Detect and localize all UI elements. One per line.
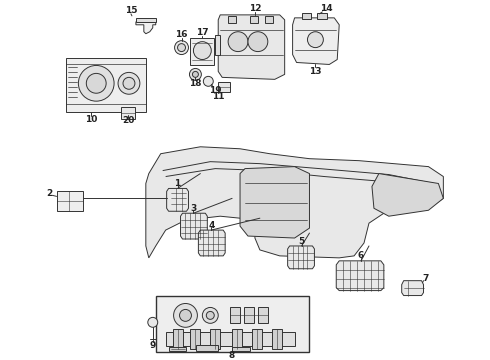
Polygon shape	[372, 174, 443, 216]
Bar	[156, 296, 310, 352]
Text: 3: 3	[190, 204, 196, 213]
Bar	[166, 332, 294, 346]
Bar	[218, 82, 230, 92]
Bar	[244, 307, 254, 323]
Text: 16: 16	[175, 30, 188, 39]
Text: 15: 15	[124, 6, 137, 15]
Polygon shape	[293, 18, 339, 64]
Bar	[265, 16, 273, 23]
Bar	[318, 13, 327, 19]
Bar	[191, 329, 200, 349]
Polygon shape	[136, 22, 156, 34]
Circle shape	[148, 318, 158, 327]
Text: 17: 17	[196, 28, 209, 37]
Circle shape	[203, 76, 213, 86]
Text: 8: 8	[229, 351, 235, 360]
Text: 19: 19	[209, 86, 221, 95]
Circle shape	[190, 68, 201, 80]
Bar	[56, 192, 83, 211]
Bar	[250, 16, 258, 23]
Bar	[301, 13, 312, 19]
Bar	[272, 329, 282, 349]
Text: 2: 2	[47, 189, 53, 198]
Polygon shape	[288, 246, 315, 269]
Text: 20: 20	[122, 117, 134, 126]
Polygon shape	[146, 147, 443, 258]
Text: 14: 14	[320, 4, 333, 13]
Polygon shape	[198, 230, 225, 256]
Bar	[67, 58, 146, 112]
Polygon shape	[336, 261, 384, 291]
Bar	[258, 307, 268, 323]
Bar	[121, 107, 135, 119]
Circle shape	[193, 71, 198, 77]
Polygon shape	[402, 281, 423, 296]
Bar	[172, 329, 182, 349]
Bar	[210, 329, 220, 349]
Text: 6: 6	[358, 251, 364, 260]
Text: 18: 18	[189, 79, 202, 88]
Circle shape	[173, 303, 197, 327]
Polygon shape	[167, 188, 189, 211]
Text: 13: 13	[309, 67, 321, 76]
Circle shape	[177, 44, 186, 51]
Circle shape	[206, 311, 214, 319]
Text: 10: 10	[85, 114, 98, 123]
Circle shape	[179, 310, 192, 321]
Text: 1: 1	[174, 179, 181, 188]
Circle shape	[248, 32, 268, 51]
Text: 9: 9	[149, 341, 156, 350]
Circle shape	[174, 41, 189, 55]
Circle shape	[308, 32, 323, 48]
Bar	[136, 18, 156, 22]
Circle shape	[118, 72, 140, 94]
Bar	[191, 38, 214, 66]
Text: 7: 7	[422, 274, 429, 283]
Bar	[196, 345, 218, 351]
Text: 5: 5	[298, 237, 305, 246]
Circle shape	[86, 73, 106, 93]
Circle shape	[78, 66, 114, 101]
Bar	[252, 329, 262, 349]
Bar	[232, 329, 242, 349]
Polygon shape	[180, 213, 207, 239]
Bar	[215, 35, 220, 55]
Circle shape	[123, 77, 135, 89]
Text: 4: 4	[208, 221, 215, 230]
Circle shape	[228, 32, 248, 51]
Circle shape	[202, 307, 218, 323]
Bar	[228, 16, 236, 23]
Polygon shape	[240, 167, 310, 238]
Bar	[230, 307, 240, 323]
Bar	[169, 347, 187, 351]
Text: 11: 11	[212, 92, 224, 101]
Bar	[232, 347, 250, 351]
Text: 12: 12	[248, 4, 261, 13]
Polygon shape	[218, 15, 285, 79]
Circle shape	[194, 42, 211, 59]
